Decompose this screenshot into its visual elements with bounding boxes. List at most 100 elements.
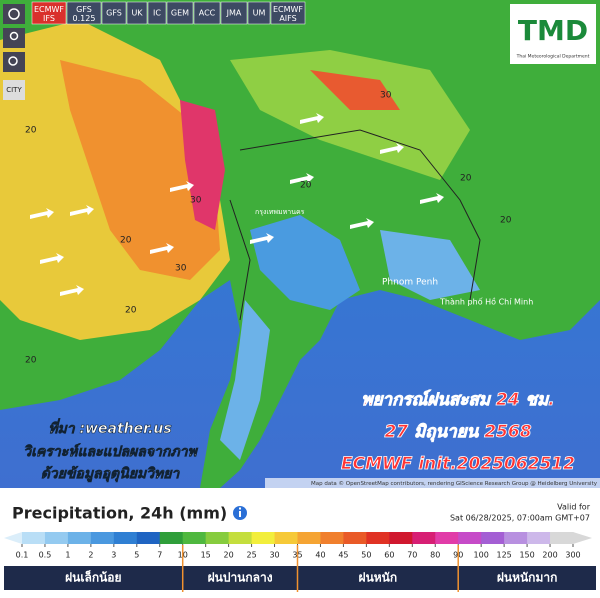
model-label: ACC [199,9,216,18]
forecast-date: 27 มิถุนายน 2568 [384,422,531,442]
rain-very-heavy [180,100,225,230]
valid-time: Sat 06/28/2025, 07:00am GMT+07 [450,514,590,523]
colorbar-segment [366,532,390,544]
model-label: JMA [226,9,242,18]
colorbar-label: 20 [224,551,234,560]
city-button[interactable] [3,80,25,100]
overlay: ที่มา :weather.us วิเคราะห์และแปลผลจากภา… [23,389,575,483]
map[interactable]: 20 30 20 30 20 20 30 20 20 20 Phnom Penh… [0,0,600,488]
border [239,129,481,301]
colorbar-label: 70 [407,551,417,560]
colorbar-segment [297,532,321,544]
colorbar-segment [205,532,230,544]
colorbar-segment [44,532,69,544]
model-button[interactable] [193,1,221,25]
model-button[interactable] [270,1,306,25]
side-buttons: CITY [3,4,25,100]
toolbar: ECMWF IFS GFS 0.125 GFS UK IC GEM ACC JMA UM ECMWF A… [31,1,306,25]
colorbar-label: 7 [157,551,162,560]
colorbar-label: 80 [430,551,440,560]
model-button[interactable] [220,1,248,25]
colorbar-label: 125 [496,551,511,560]
category-label: ฝนปานกลาง [208,571,273,585]
logo-box [510,4,596,64]
colorbar-segment [159,532,184,544]
colorbar-segment [67,532,92,544]
coastline [229,199,251,321]
model-button[interactable] [247,1,271,25]
colorbar-arrow [573,532,592,544]
logo: TMD Thai Meteorological Department [510,4,596,64]
colorbar-segment [251,532,276,544]
colorbar-segment [228,532,253,544]
model-label: IC [153,9,161,18]
amount-label: 30 [190,196,202,206]
colorbar-label: 0.5 [39,551,52,560]
model-label: UK [131,9,143,18]
rain-spot [310,70,400,110]
refresh-button[interactable] [3,4,25,24]
colorbar-label: 200 [542,551,557,560]
amount-label: 20 [460,174,472,184]
model-button[interactable] [66,1,102,25]
colorbar-segment [90,532,115,544]
categories: ฝนเล็กน้อย ฝนปานกลาง ฝนหนัก ฝนหนักมาก [65,545,557,592]
model-button[interactable] [166,1,194,25]
colorbar-label: 45 [338,551,348,560]
place-label: กรุงเทพมหานคร [255,208,305,216]
amount-label: 20 [120,236,132,246]
analysis: วิเคราะห์และแปลผลจากภาพ [23,443,198,460]
colorbar-label: 300 [565,551,580,560]
gulf [250,215,360,310]
amount-label: 20 [25,356,37,366]
colorbar-label: 25 [246,551,256,560]
city-label: CITY [6,86,22,94]
data-from: ด้วยข้อมูลอุตุนิยมวิทยา [41,466,181,482]
zoom-icon [8,56,18,66]
model-button[interactable] [31,1,67,25]
model-button[interactable] [126,1,148,25]
amount-label: 20 [500,216,512,226]
location-button[interactable] [3,28,25,48]
colorbar-segment [389,532,413,544]
colorbar-label: 150 [519,551,534,560]
place-label: Phnom Penh [382,278,438,288]
amount-label: 30 [380,91,392,101]
info-icon [239,511,241,517]
category-label: ฝนหนัก [359,571,398,585]
colorbar-arrow [4,532,22,544]
colorbar-segment [136,532,161,544]
colorbar-label: 100 [474,551,489,560]
colorbar-label: 15 [201,551,211,560]
model-button[interactable] [147,1,167,25]
colorbar-segment [113,532,138,544]
colorbar-segment [22,532,46,544]
amount-label: 30 [175,264,187,274]
category-bar [4,566,596,590]
rain-heavy [60,60,220,280]
logo-subtitle: Thai Meteorological Department [516,54,590,60]
legend: Precipitation, 24h (mm) Valid for Sat 06… [4,503,596,592]
colorbar-label: 5 [134,551,139,560]
colorbar-segment [458,532,482,544]
amount-labels: 20 30 20 30 20 20 30 20 20 20 [25,91,512,366]
amount-label: 20 [125,306,137,316]
location-icon [9,31,19,41]
refresh-icon [8,8,20,20]
colorbar-label: 3 [111,551,116,560]
model-button[interactable] [101,1,127,25]
model-init: ECMWF init.2025062512 [341,454,575,474]
amount-label: 20 [300,181,312,191]
wind-arrows [30,113,444,296]
legend-title: Precipitation, 24h (mm) [12,504,227,523]
colorbar-label: 1 [65,551,70,560]
zoom-button[interactable] [3,52,25,72]
model-label: GEM [171,9,189,18]
colorbar-segment [320,532,344,544]
info-icon [239,507,241,510]
colorbar-segment [504,532,528,544]
model-label: ECMWF AIFS [273,5,303,23]
colorbar-label: 50 [361,551,371,560]
colorbar-label: 30 [269,551,279,560]
colorbar-segment [274,532,298,544]
